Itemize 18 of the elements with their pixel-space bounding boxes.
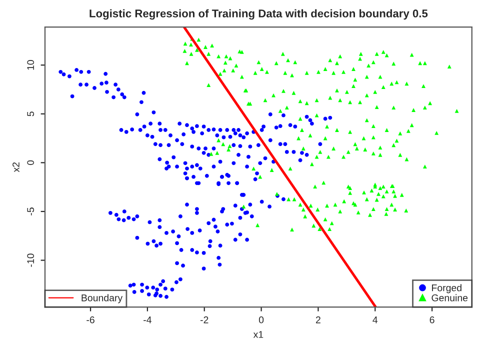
- legend-label: Forged: [432, 284, 462, 294]
- y-tick-label: 0: [27, 160, 34, 165]
- x-tick-label: 0: [258, 316, 264, 324]
- y-tick-label: 5: [27, 112, 34, 116]
- x-tick-label: 6: [430, 316, 434, 324]
- y-tick-label: -10: [27, 254, 34, 267]
- y-tick-label: 10: [27, 60, 34, 70]
- y-tick-label: -5: [27, 208, 34, 216]
- x-tick-label: -6: [86, 316, 94, 324]
- x-axis-title: x1: [253, 331, 264, 338]
- x-tick-label: 2: [316, 316, 320, 324]
- x-tick-label: 4: [372, 316, 378, 324]
- y-axis-title: x2: [12, 162, 20, 172]
- x-tick-label: -4: [144, 316, 152, 324]
- x-tick-label: -2: [200, 316, 208, 324]
- legend-label: Genuine: [432, 294, 468, 302]
- legend-label: Boundary: [82, 294, 123, 304]
- chart-title: Logistic Regression of Training Data with decision boundary 0.5: [90, 9, 428, 20]
